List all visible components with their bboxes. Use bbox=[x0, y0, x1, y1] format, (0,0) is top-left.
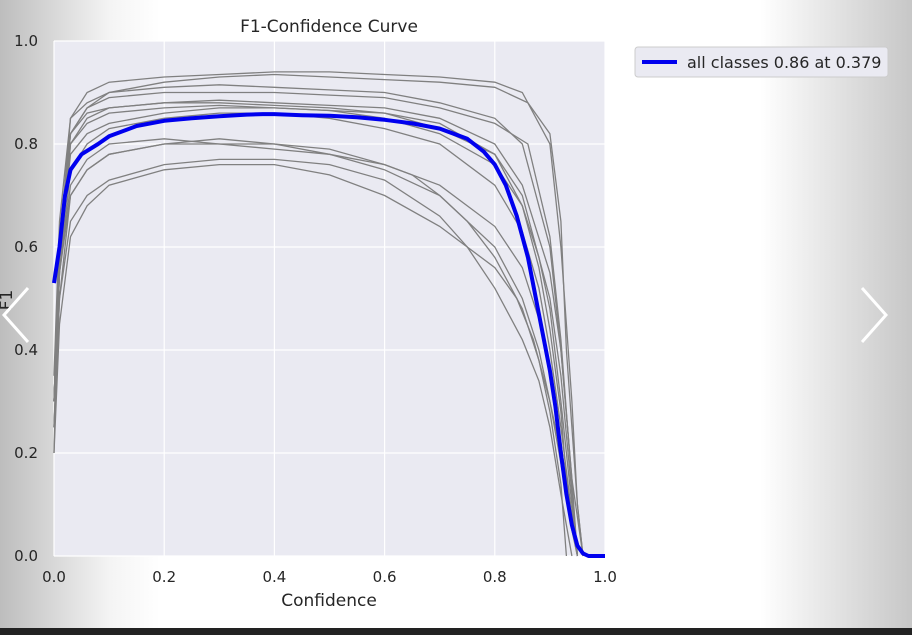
x-tick-label: 0.2 bbox=[152, 568, 176, 586]
x-tick-label: 1.0 bbox=[593, 568, 617, 586]
next-image-button[interactable] bbox=[852, 280, 892, 350]
class-curve-line bbox=[53, 143, 568, 557]
grid-lines bbox=[53, 40, 606, 557]
class-curve-line bbox=[53, 102, 579, 557]
previous-image-button[interactable] bbox=[0, 280, 40, 350]
legend-label: all classes 0.86 at 0.379 bbox=[687, 53, 881, 72]
y-tick-labels: 0.0 0.2 0.4 0.6 0.8 1.0 bbox=[14, 32, 38, 565]
class-curve-line bbox=[53, 91, 579, 557]
legend-box bbox=[634, 46, 889, 78]
y-tick-label: 0.6 bbox=[14, 238, 38, 256]
chevron-right-icon bbox=[860, 287, 889, 343]
plot-area bbox=[54, 41, 605, 556]
x-axis-label: Confidence bbox=[281, 591, 377, 611]
y-tick-label: 0.2 bbox=[14, 444, 38, 462]
class-curve-line bbox=[53, 99, 579, 557]
bottom-bar bbox=[0, 628, 912, 635]
y-tick-label: 0.4 bbox=[14, 341, 38, 359]
x-tick-label: 0.8 bbox=[483, 568, 507, 586]
x-tick-label: 0.4 bbox=[262, 568, 286, 586]
x-tick-labels: 0.0 0.2 0.4 0.6 0.8 1.0 bbox=[42, 568, 617, 586]
y-tick-label: 0.0 bbox=[14, 547, 38, 565]
series-line bbox=[52, 112, 605, 558]
x-tick-label: 0.6 bbox=[373, 568, 397, 586]
y-tick-label: 1.0 bbox=[14, 32, 38, 50]
class-curve-line bbox=[53, 104, 579, 557]
class-curve-line bbox=[53, 84, 584, 557]
class-curve-line bbox=[53, 163, 579, 557]
chevron-left-icon bbox=[1, 287, 30, 343]
y-tick-label: 0.8 bbox=[14, 135, 38, 153]
x-tick-label: 0.0 bbox=[42, 568, 66, 586]
all-classes-curve bbox=[52, 112, 605, 558]
class-curve-line bbox=[53, 158, 573, 557]
legend: all classes 0.86 at 0.379 bbox=[634, 46, 889, 78]
class-curve-line bbox=[53, 112, 579, 557]
chart-title: F1-Confidence Curve bbox=[240, 17, 418, 37]
